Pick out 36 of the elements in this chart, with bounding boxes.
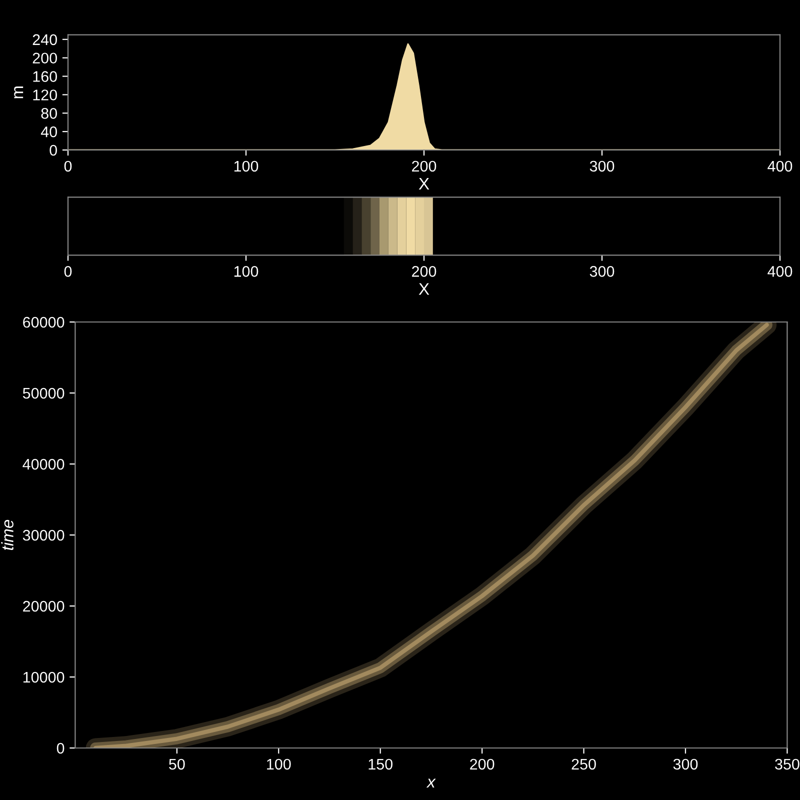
y-tick-label: 80 (41, 108, 57, 119)
y-tick-label: 0 (56, 742, 64, 754)
x-tick-label: 200 (412, 160, 436, 172)
y-tick-label: 10000 (23, 672, 64, 683)
x-tick-label: 350 (775, 758, 800, 770)
y-tick-label: 60000 (23, 316, 64, 328)
y-tick-label: 20000 (23, 600, 64, 612)
x-tick-label: 100 (234, 266, 258, 277)
x-tick-label: 200 (470, 758, 494, 770)
y-tick-label: 40000 (22, 458, 64, 470)
x-tick-label: 100 (267, 758, 291, 770)
y-axis-title: time (1, 520, 14, 550)
y-tick-label: 240 (32, 34, 57, 46)
y-tick-label: 30000 (22, 530, 64, 541)
x-tick-label: 200 (412, 266, 436, 277)
x-tick-label: 100 (234, 160, 258, 172)
x-axis-title: x (426, 778, 436, 788)
y-tick-label: 160 (33, 71, 57, 82)
y-tick-label: 0 (50, 144, 57, 156)
x-axis-title: X (418, 178, 430, 190)
y-axis-title: m (14, 86, 24, 98)
x-tick-label: 300 (590, 160, 614, 172)
y-tick-label: 50000 (22, 388, 64, 399)
x-tick-label: 400 (768, 266, 792, 277)
x-tick-label: 0 (64, 160, 72, 172)
x-tick-label: 50 (169, 758, 185, 770)
x-tick-label: 250 (572, 758, 596, 770)
x-tick-label: 150 (368, 758, 392, 770)
x-tick-label: 400 (768, 160, 792, 172)
y-tick-label: 200 (32, 52, 57, 64)
x-tick-label: 300 (673, 758, 698, 770)
x-tick-label: 0 (64, 266, 72, 277)
x-axis-title: X (418, 283, 430, 295)
x-tick-label: 300 (590, 266, 614, 277)
y-tick-label: 40 (40, 126, 57, 138)
y-tick-label: 120 (33, 90, 57, 100)
